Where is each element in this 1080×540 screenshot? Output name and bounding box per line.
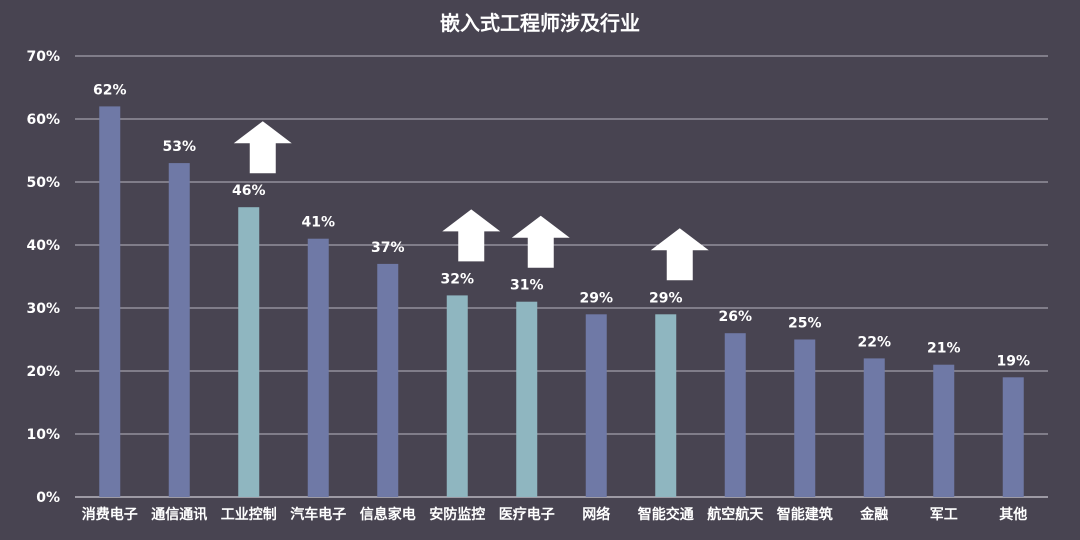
y-tick-label: 40% [26,238,60,254]
y-tick-label: 10% [26,427,60,443]
bar [1002,377,1024,497]
up-arrow-icon [442,209,501,262]
bar [168,163,190,497]
x-tick-label: 网络 [582,506,610,523]
data-label: 21% [927,341,961,357]
x-tick-label: 工业控制 [221,506,277,523]
data-label: 25% [788,316,822,332]
x-tick-label: 智能交通 [637,506,694,523]
y-tick-label: 50% [26,175,60,191]
data-label: 32% [440,271,474,287]
bar [585,314,607,497]
data-label: 26% [718,309,752,325]
y-tick-label: 0% [36,490,60,506]
x-tick-label: 信息家电 [360,506,416,523]
data-label: 41% [301,215,335,231]
x-tick-label: 金融 [859,506,888,523]
x-tick-label: 航空航天 [707,506,764,523]
x-tick-label: 医疗电子 [499,506,555,523]
up-arrow-icon [233,121,292,174]
data-labels: 62% 53% 46% 41% 37% 32% 31% 29% 29% 26% 25% 22% 21% 1… [93,82,1030,369]
x-axis-tick-labels: 消费电子 通信通讯 工业控制 汽车电子 信息家电 安防监控 医疗电子 网络 智能交通 航空航天 智能… [82,506,1028,523]
x-tick-label: 军工 [930,507,958,523]
x-tick-label: 汽车电子 [290,506,346,523]
y-tick-label: 70% [26,49,60,65]
data-label: 29% [649,290,683,306]
data-label: 22% [857,334,891,350]
y-tick-label: 30% [26,301,60,317]
data-label: 29% [579,290,613,306]
data-label: 62% [93,82,127,98]
y-tick-label: 20% [26,364,60,380]
bar [933,364,955,497]
data-label: 37% [371,240,405,256]
bar [794,339,816,497]
trend-arrows [233,121,709,281]
up-arrow-icon [511,215,570,268]
x-tick-label: 消费电子 [82,506,138,523]
x-tick-label: 智能建筑 [776,506,833,523]
bar [724,333,746,497]
bar [446,295,468,497]
data-label: 19% [996,353,1030,369]
y-tick-label: 60% [26,112,60,128]
x-tick-label: 通信通讯 [151,506,207,523]
bar [307,238,329,497]
gridlines [75,55,1048,498]
data-label: 53% [162,139,196,155]
x-tick-label: 其他 [999,506,1027,523]
chart-title: 嵌入式工程师涉及行业 [440,11,640,35]
y-axis-tick-labels: 0% 10% 20% 30% 40% 50% 60% 70% [26,49,60,506]
bar [99,106,121,498]
data-label: 46% [232,183,266,199]
bar [655,314,677,497]
bar [377,263,399,497]
bar [516,301,538,497]
bar [238,207,260,497]
bar [863,358,885,497]
data-label: 31% [510,278,544,294]
x-tick-label: 安防监控 [429,506,485,523]
up-arrow-icon [650,228,709,281]
bars [99,106,1024,498]
